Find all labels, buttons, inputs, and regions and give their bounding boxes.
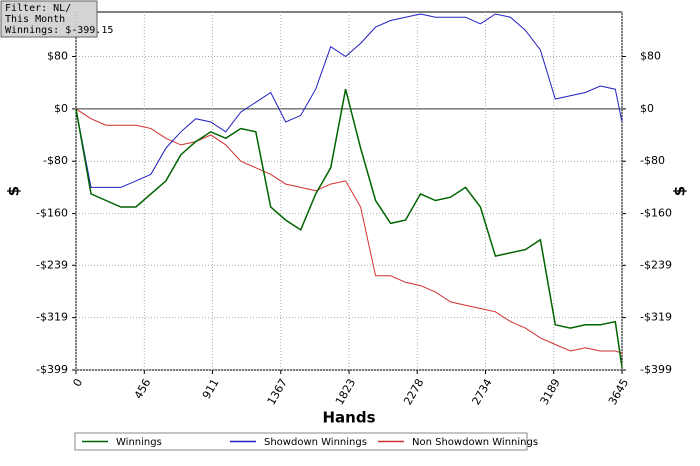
- y2-tick-label: -$160: [640, 207, 672, 220]
- y-tick-label: $80: [47, 50, 68, 63]
- y2-tick-label: -$319: [640, 311, 672, 324]
- x-axis-title: Hands: [322, 409, 375, 427]
- series-line: [75, 108, 623, 354]
- y-tick-label: -$399: [36, 363, 68, 376]
- filter-background: [0, 0, 98, 38]
- filter-line: This Month: [5, 14, 65, 25]
- filter-box: Filter: NL/ This Month Winnings: $-399.1…: [0, 0, 113, 38]
- y-tick-label: $0: [54, 102, 68, 115]
- y-tick-label: -$80: [43, 154, 68, 167]
- y-tick-label: -$239: [36, 258, 68, 271]
- y2-axis-title: $: [671, 186, 689, 196]
- legend-label: Winnings: [116, 437, 162, 448]
- legend-label: Showdown Winnings: [264, 437, 367, 448]
- y2-tick-label: -$239: [640, 258, 672, 271]
- filter-line: Winnings: $-399.15: [5, 25, 113, 36]
- y2-tick-label: $0: [640, 102, 654, 115]
- legend-label: Non Showdown Winnings: [412, 437, 538, 448]
- y-tick-label: -$160: [36, 207, 68, 220]
- plot-area: [75, 11, 623, 371]
- y2-tick-label: $80: [640, 50, 661, 63]
- series-line: [75, 89, 623, 368]
- series-line: [75, 13, 623, 188]
- legend: [74, 432, 528, 451]
- y2-tick-label: -$399: [640, 363, 672, 376]
- y-tick-label: -$319: [36, 311, 68, 324]
- y2-tick-label: -$80: [640, 154, 665, 167]
- y-axis-title: $: [5, 186, 23, 196]
- filter-line: Filter: NL/: [5, 3, 71, 14]
